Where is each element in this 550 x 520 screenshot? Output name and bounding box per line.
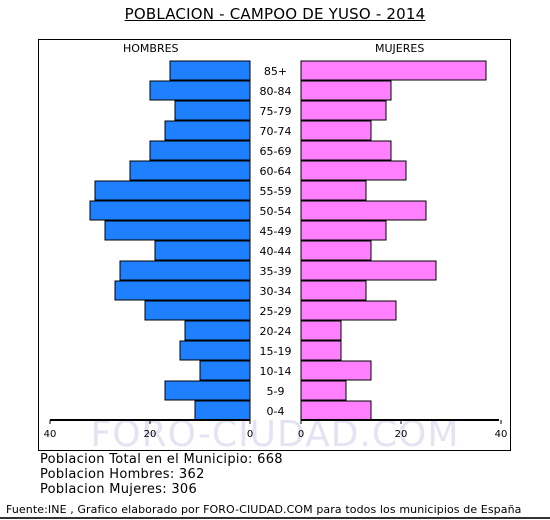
bar-hombres-80-84 (149, 80, 251, 101)
bar-hombres-65-69 (149, 140, 251, 161)
age-label-0-4: 0-4 (267, 405, 285, 418)
age-label-65-69: 65-69 (260, 145, 292, 158)
right-series-label: MUJERES (375, 42, 425, 55)
age-label-75-79: 75-79 (260, 105, 292, 118)
bar-hombres-35-39 (119, 260, 251, 281)
bar-hombres-40-44 (154, 240, 251, 261)
bar-hombres-75-79 (174, 100, 251, 121)
chart-title: POBLACION - CAMPOO DE YUSO - 2014 (124, 5, 426, 23)
bar-hombres-20-24 (184, 320, 251, 341)
stats-block: Poblacion Total en el Municipio: 668 Pob… (40, 452, 283, 497)
bar-mujeres-50-54 (300, 200, 427, 221)
age-label-70-74: 70-74 (260, 125, 292, 138)
bar-hombres-30-34 (114, 280, 251, 301)
bottom-rule (0, 517, 550, 519)
bar-mujeres-0-4 (300, 400, 372, 421)
bar-hombres-15-19 (179, 340, 251, 361)
bar-mujeres-75-79 (300, 100, 387, 121)
bar-hombres-60-64 (129, 160, 251, 181)
bar-mujeres-65-69 (300, 140, 392, 161)
source-footer: Fuente:INE , Grafico elaborado por FORO-… (6, 503, 522, 516)
age-label-85+: 85+ (264, 65, 287, 78)
bar-mujeres-5-9 (300, 380, 347, 401)
bar-hombres-5-9 (164, 380, 251, 401)
stat-total: Poblacion Total en el Municipio: 668 (40, 452, 283, 467)
bar-mujeres-45-49 (300, 220, 387, 241)
age-label-35-39: 35-39 (260, 265, 292, 278)
bar-mujeres-70-74 (300, 120, 372, 141)
bar-mujeres-20-24 (300, 320, 342, 341)
age-label-30-34: 30-34 (260, 285, 292, 298)
age-label-10-14: 10-14 (260, 365, 292, 378)
age-label-15-19: 15-19 (260, 345, 292, 358)
chart-frame (38, 39, 511, 451)
stat-hombres: Poblacion Hombres: 362 (40, 467, 205, 482)
left-series-label: HOMBRES (123, 42, 179, 55)
age-label-5-9: 5-9 (267, 385, 285, 398)
age-label-40-44: 40-44 (260, 245, 292, 258)
tick-label-right-20: 20 (395, 429, 408, 440)
age-label-20-24: 20-24 (260, 325, 292, 338)
stat-mujeres: Poblacion Mujeres: 306 (40, 482, 198, 497)
bar-mujeres-55-59 (300, 180, 367, 201)
age-label-25-29: 25-29 (260, 305, 292, 318)
bar-hombres-45-49 (104, 220, 251, 241)
bar-hombres-55-59 (94, 180, 251, 201)
bar-mujeres-30-34 (300, 280, 367, 301)
tick-label-right-40: 40 (495, 429, 508, 440)
bar-mujeres-35-39 (300, 260, 437, 281)
tick-label-left-40: 40 (44, 429, 57, 440)
bar-hombres-25-29 (144, 300, 251, 321)
bar-mujeres-40-44 (300, 240, 372, 261)
bar-hombres-10-14 (199, 360, 251, 381)
age-label-60-64: 60-64 (260, 165, 292, 178)
bar-mujeres-15-19 (300, 340, 342, 361)
age-label-80-84: 80-84 (260, 85, 292, 98)
bar-hombres-70-74 (164, 120, 251, 141)
tick-label-right-0: 0 (298, 429, 304, 440)
bar-hombres-85+ (169, 60, 251, 81)
age-label-50-54: 50-54 (260, 205, 292, 218)
bar-mujeres-25-29 (300, 300, 397, 321)
tick-label-left-20: 20 (144, 429, 157, 440)
age-label-55-59: 55-59 (260, 185, 292, 198)
bar-mujeres-10-14 (300, 360, 372, 381)
bar-hombres-50-54 (89, 200, 251, 221)
bar-mujeres-85+ (300, 60, 487, 81)
tick-label-left-0: 0 (247, 429, 253, 440)
age-label-45-49: 45-49 (260, 225, 292, 238)
bar-hombres-0-4 (194, 400, 251, 421)
bar-mujeres-60-64 (300, 160, 407, 181)
bar-mujeres-80-84 (300, 80, 392, 101)
